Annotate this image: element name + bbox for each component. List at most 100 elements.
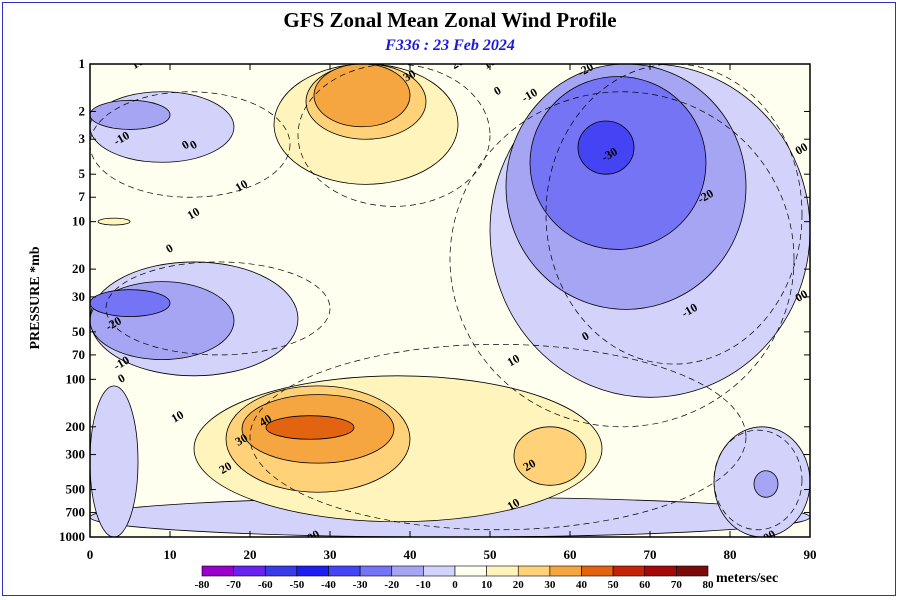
colorbar-swatch — [549, 565, 582, 577]
contour-field — [90, 64, 810, 537]
y-tick-label: 700 — [66, 505, 86, 520]
colorbar-level-label: -70 — [226, 579, 241, 591]
colorbar-swatch — [328, 565, 361, 577]
westerly-core-lower-2 — [513, 426, 587, 486]
x-tick-label: 10 — [164, 547, 177, 562]
y-tick-label: 50 — [72, 324, 85, 339]
contour-label-0: 10 — [129, 64, 146, 72]
westerly-core-lower — [265, 415, 355, 440]
y-tick-label: 500 — [66, 482, 86, 497]
colorbar-swatch — [359, 565, 393, 577]
contour-label-12: -10 — [111, 128, 132, 148]
easterly-region-surface-left — [90, 385, 139, 537]
contour-label-text: 20 — [449, 54, 466, 72]
colorbar-level-label: -20 — [384, 579, 399, 591]
colorbar-swatch — [296, 565, 329, 577]
x-tick-label: 80 — [724, 547, 737, 562]
y-tick-label: 30 — [72, 289, 85, 304]
contour-label-text: -10 — [111, 128, 132, 148]
colorbar-swatch — [517, 565, 551, 577]
colorbar-level-label: -60 — [258, 579, 273, 591]
colorbar-swatch — [233, 565, 266, 577]
contour-label-text: 10 — [481, 54, 498, 72]
y-tick-label: 200 — [66, 419, 86, 434]
colorbar-level-label: 60 — [639, 579, 651, 591]
axes: 0 10 20 30 40 50 60 70 80 90123571020305070100200… — [59, 56, 817, 562]
contour-label-8: -20 — [695, 186, 716, 206]
contour-label-text: -10 — [679, 300, 700, 320]
contour-label-29: 00 — [305, 527, 322, 545]
y-tick-label: 70 — [72, 347, 85, 362]
y-tick-label: 20 — [72, 261, 85, 276]
easterly-spot-surface — [753, 470, 779, 498]
colorbar-level-label: -40 — [321, 579, 336, 591]
y-tick-label: 2 — [79, 103, 86, 118]
westerly-core-upper — [313, 64, 411, 128]
colorbar-swatch — [423, 565, 456, 577]
x-tick-label: 30 — [324, 547, 337, 562]
colorbar-level-label: 80 — [703, 579, 715, 591]
dashed-contour-6 — [713, 429, 803, 531]
colorbar-level-label: 10 — [481, 579, 493, 591]
easterly-core-high-lat — [577, 120, 635, 175]
y-tick-label: 5 — [79, 166, 86, 181]
colorbar-swatch — [391, 565, 424, 577]
colorbar-swatch — [581, 565, 614, 577]
contour-label-28: 00 — [793, 287, 810, 305]
contour-label-text: -30 — [599, 144, 620, 164]
colorbar-level-label: 20 — [513, 579, 525, 591]
colorbar-level-label: 40 — [576, 579, 588, 591]
x-tick-label: 20 — [244, 547, 257, 562]
y-tick-label: 1 — [79, 56, 86, 71]
contour-label-27: 00 — [793, 140, 810, 158]
contour-label-18: -20 — [103, 314, 124, 334]
colorbar: -80 -70 -60 -50 -40 -30 -20 -10 0 10 20 30 40 50 60 70 8… — [195, 565, 715, 591]
x-tick-label: 60 — [564, 547, 577, 562]
contour-label-5: -10 — [519, 85, 540, 105]
y-tick-label: 10 — [72, 214, 85, 229]
y-tick-label: 300 — [66, 447, 86, 462]
easterly-core-subtropic — [90, 289, 171, 317]
y-tick-label: 3 — [79, 131, 86, 146]
dashed-contour-3 — [105, 261, 331, 356]
contour-label-text: 00 — [793, 287, 810, 305]
colorbar-level-label: 0 — [452, 579, 458, 591]
contour-label-text: 00 — [793, 140, 810, 158]
x-tick-label: 40 — [404, 547, 417, 562]
westerly-spot-10mb — [97, 217, 131, 226]
plot-frame — [89, 63, 811, 538]
colorbar-swatch — [644, 565, 677, 577]
colorbar-swatch — [612, 565, 646, 577]
contour-label-19: -10 — [111, 353, 132, 373]
y-tick-label: 1000 — [59, 529, 85, 544]
colorbar-level-label: -10 — [416, 579, 431, 591]
easterly-core-upper — [90, 99, 171, 130]
contour-label-text: -20 — [103, 314, 124, 334]
dashed-contour-0 — [545, 64, 803, 365]
contour-label-3: 10 — [481, 54, 498, 72]
chart-subtitle: F336 : 23 Feb 2024 — [385, 37, 515, 54]
contour-label-text: 00 — [305, 527, 322, 545]
colorbar-units-label: meters/sec — [716, 571, 779, 586]
dashed-contour-2 — [249, 344, 747, 531]
colorbar-level-label: 70 — [671, 579, 683, 591]
contour-label-2: 20 — [449, 54, 466, 72]
dashed-contour-1 — [449, 91, 795, 428]
dashed-contour-5 — [90, 91, 291, 198]
colorbar-level-label: 30 — [544, 579, 556, 591]
contour-label-text: 00 — [761, 527, 778, 545]
colorbar-swatch — [454, 565, 487, 577]
colorbar-swatch — [201, 565, 234, 577]
contour-label-text: -10 — [111, 353, 132, 373]
x-tick-label: 0 — [87, 547, 94, 562]
contour-label-9: -10 — [679, 300, 700, 320]
contour-label-30: 00 — [761, 527, 778, 545]
contour-label-text: -20 — [695, 186, 716, 206]
y-tick-label: 7 — [79, 189, 86, 204]
colorbar-swatch — [264, 565, 298, 577]
contour-label-7: -30 — [599, 144, 620, 164]
colorbar-swatch — [676, 565, 709, 577]
x-tick-label: 70 — [644, 547, 657, 562]
dashed-contour-4 — [297, 64, 491, 207]
